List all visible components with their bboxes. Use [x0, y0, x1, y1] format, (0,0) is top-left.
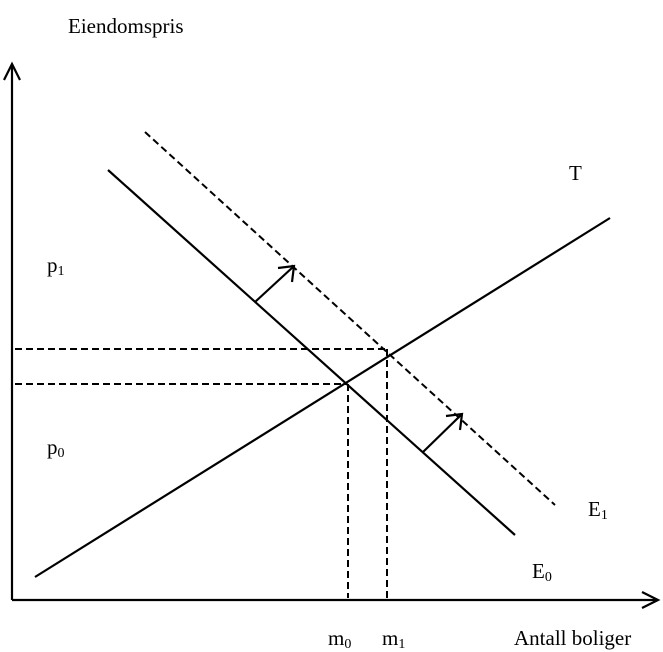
- y-axis-label: Eiendomspris: [68, 14, 184, 38]
- shift-arrow: [254, 266, 294, 303]
- y-axis-arrow: [3, 61, 21, 81]
- supply-line: [34, 217, 611, 578]
- supply-label: T: [569, 161, 582, 185]
- label-base: m: [382, 626, 398, 650]
- label-base: p: [47, 435, 58, 459]
- label-subscript: 1: [58, 264, 65, 279]
- demand-old-line: [107, 169, 516, 536]
- label-subscript: 0: [58, 446, 65, 461]
- demand-new-label: E1: [588, 497, 608, 523]
- quantity-label: m1: [382, 626, 405, 652]
- demand-old-label: E0: [532, 559, 552, 585]
- price-label: p0: [47, 435, 65, 461]
- x-axis-arrow: [641, 591, 661, 609]
- label-base: E: [588, 497, 601, 521]
- label-base: m: [328, 626, 344, 650]
- label-subscript: 0: [545, 570, 552, 585]
- quantity-label: m0: [328, 626, 351, 652]
- shift-arrow-head: [277, 264, 296, 283]
- demand-new-line: [144, 131, 556, 506]
- shift-arrow: [422, 414, 462, 453]
- x-axis-label: Antall boliger: [514, 626, 631, 650]
- shift-arrow-head: [445, 412, 464, 431]
- label-base: p: [47, 253, 58, 277]
- price-label: p1: [47, 253, 65, 279]
- label-subscript: 1: [398, 637, 405, 652]
- label-base: E: [532, 559, 545, 583]
- label-subscript: 0: [344, 637, 351, 652]
- label-subscript: 1: [601, 508, 608, 523]
